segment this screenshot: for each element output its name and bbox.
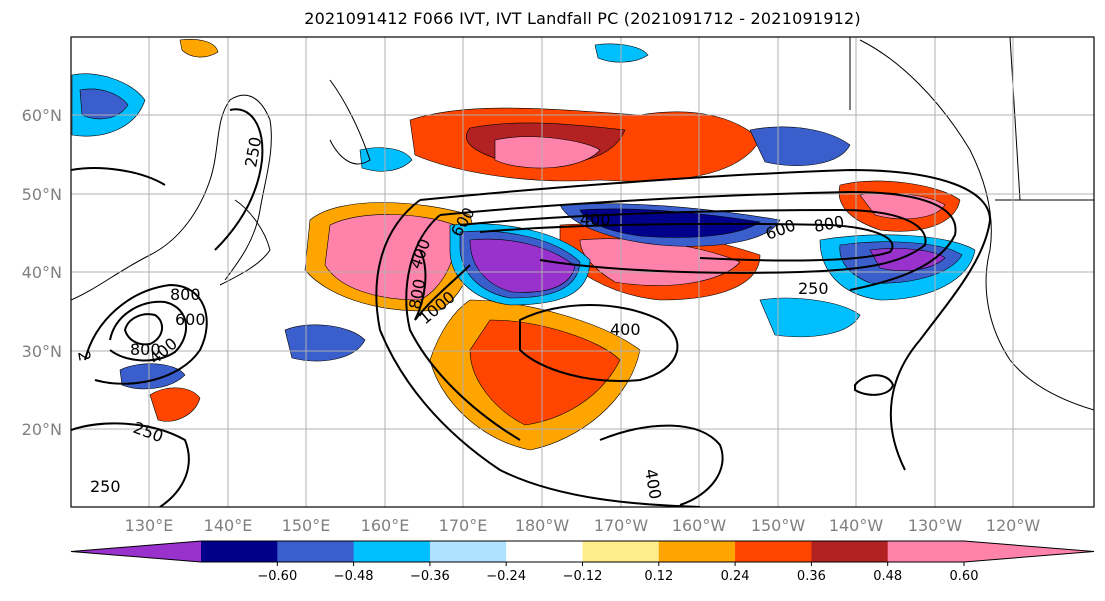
coastlines [71,37,1094,411]
colorbar-tick-label: 0.36 [797,569,826,584]
colorbar-extend-high [964,541,1094,562]
lat-label-60n: 60°N [22,106,62,125]
lon-label-160w: 160°W [672,516,727,535]
colorbar-segment [353,541,431,562]
colorbar-tick-label: −0.60 [257,569,297,584]
latitude-labels: 60°N 50°N 40°N 30°N 20°N [22,106,62,439]
colorbar-tick-label: −0.24 [486,569,526,584]
kamchatka-coastline [329,79,371,165]
lon-label-120w: 120°W [986,516,1041,535]
colorbar-tick-label: −0.12 [563,569,603,584]
colorbar-tick-label: 0.12 [644,569,673,584]
colorbar-tick-label: −0.48 [334,569,374,584]
colorbar-segment [582,541,660,562]
ivt-contour-west-top [71,167,166,186]
ivt-contour-250-main [375,168,992,507]
colorbar-tick-label: 0.24 [721,569,750,584]
longitude-labels: 130°E 140°E 150°E 160°E 170°E 180°W 170°… [125,516,1041,535]
colorbar-tick-label: −0.36 [410,569,450,584]
lat-label-40n: 40°N [22,263,62,282]
negative-region-north [359,147,413,172]
colorbar-tick-label: 0.48 [873,569,902,584]
positive-region-west-pacific [149,387,201,422]
ivt-contour-west-cyclone-outer [84,283,208,385]
japan-coastline [219,199,271,286]
lon-label-160e: 160°E [361,516,410,535]
negative-region-west-coast-core [79,88,129,120]
ivt-contour-600 [459,208,927,274]
lat-label-20n: 20°N [22,420,62,439]
province-boundary [1009,37,1021,201]
north-america-coastline [859,39,1094,411]
lon-label-130e: 130°E [125,516,174,535]
lon-label-170w: 170°W [594,516,649,535]
map-area: 250 250 800 600 800 400 400 400 600 800 … [71,37,1094,507]
contour-label: 800 [170,285,201,304]
ivt-contour-west-cyclone-inner [123,313,163,346]
ivt-contour-south [519,304,679,382]
colorbar-segment [201,541,278,562]
pc-shading [71,39,976,451]
negative-region-gulf [749,126,851,166]
lon-label-130w: 130°W [908,516,963,535]
lon-label-140e: 140°E [204,516,253,535]
lat-label-50n: 50°N [22,185,62,204]
colorbar-extend-low [71,541,201,562]
map-frame [70,36,1095,508]
positive-region-japan [179,39,219,58]
lon-label-150e: 150°E [282,516,331,535]
contour-label: 600 [175,310,206,329]
negative-region-core-peak [469,238,576,293]
colorbar-segment [506,541,583,562]
ivt-contour-west-north [214,108,264,251]
ivt-contour-small-loop [854,374,895,396]
contour-label: 2 [74,349,94,362]
ivt-contours [71,108,992,507]
contour-label: 400 [610,320,641,339]
colorbar-segment [811,541,889,562]
asia-coastline [71,94,272,301]
ivt-contour-1000 [414,249,471,321]
contour-label: 400 [580,210,611,229]
lat-label-30n: 30°N [22,342,62,361]
contour-label: 250 [798,279,829,298]
colorbar-segment [735,541,812,562]
colorbar-segment [277,541,355,562]
map-title: 2021091412 F066 IVT, IVT Landfall PC (20… [304,9,861,28]
colorbar-segment [887,541,965,562]
lon-label-140w: 140°W [829,516,884,535]
contour-label: 800 [130,340,161,359]
ivt-contour-400 [405,190,957,441]
colorbar-segment [658,541,736,562]
contour-label: 250 [90,477,121,496]
positive-region-north-peak [494,136,601,169]
lon-label-180w: 180°W [515,516,570,535]
ivt-contour-west-cyclone-mid [109,300,188,362]
colorbar: −0.60 −0.48 −0.36 −0.24 −0.12 0.12 0.24 0.36 0.4… [70,540,1095,584]
gridlines [71,37,1094,507]
colorbar-tick-label: 0.60 [950,569,979,584]
positive-region-south-core [469,319,621,426]
ivt-contour-800 [479,222,894,262]
colorbar-outline [70,540,1095,563]
lon-label-170e: 170°E [439,516,488,535]
lon-label-150w: 150°W [751,516,806,535]
ivt-contour-southeast [599,424,724,506]
ivt-contour-west-south [71,422,190,507]
negative-region-east-south [759,297,861,338]
negative-region-southwest [284,324,366,362]
colorbar-segment [429,541,507,562]
